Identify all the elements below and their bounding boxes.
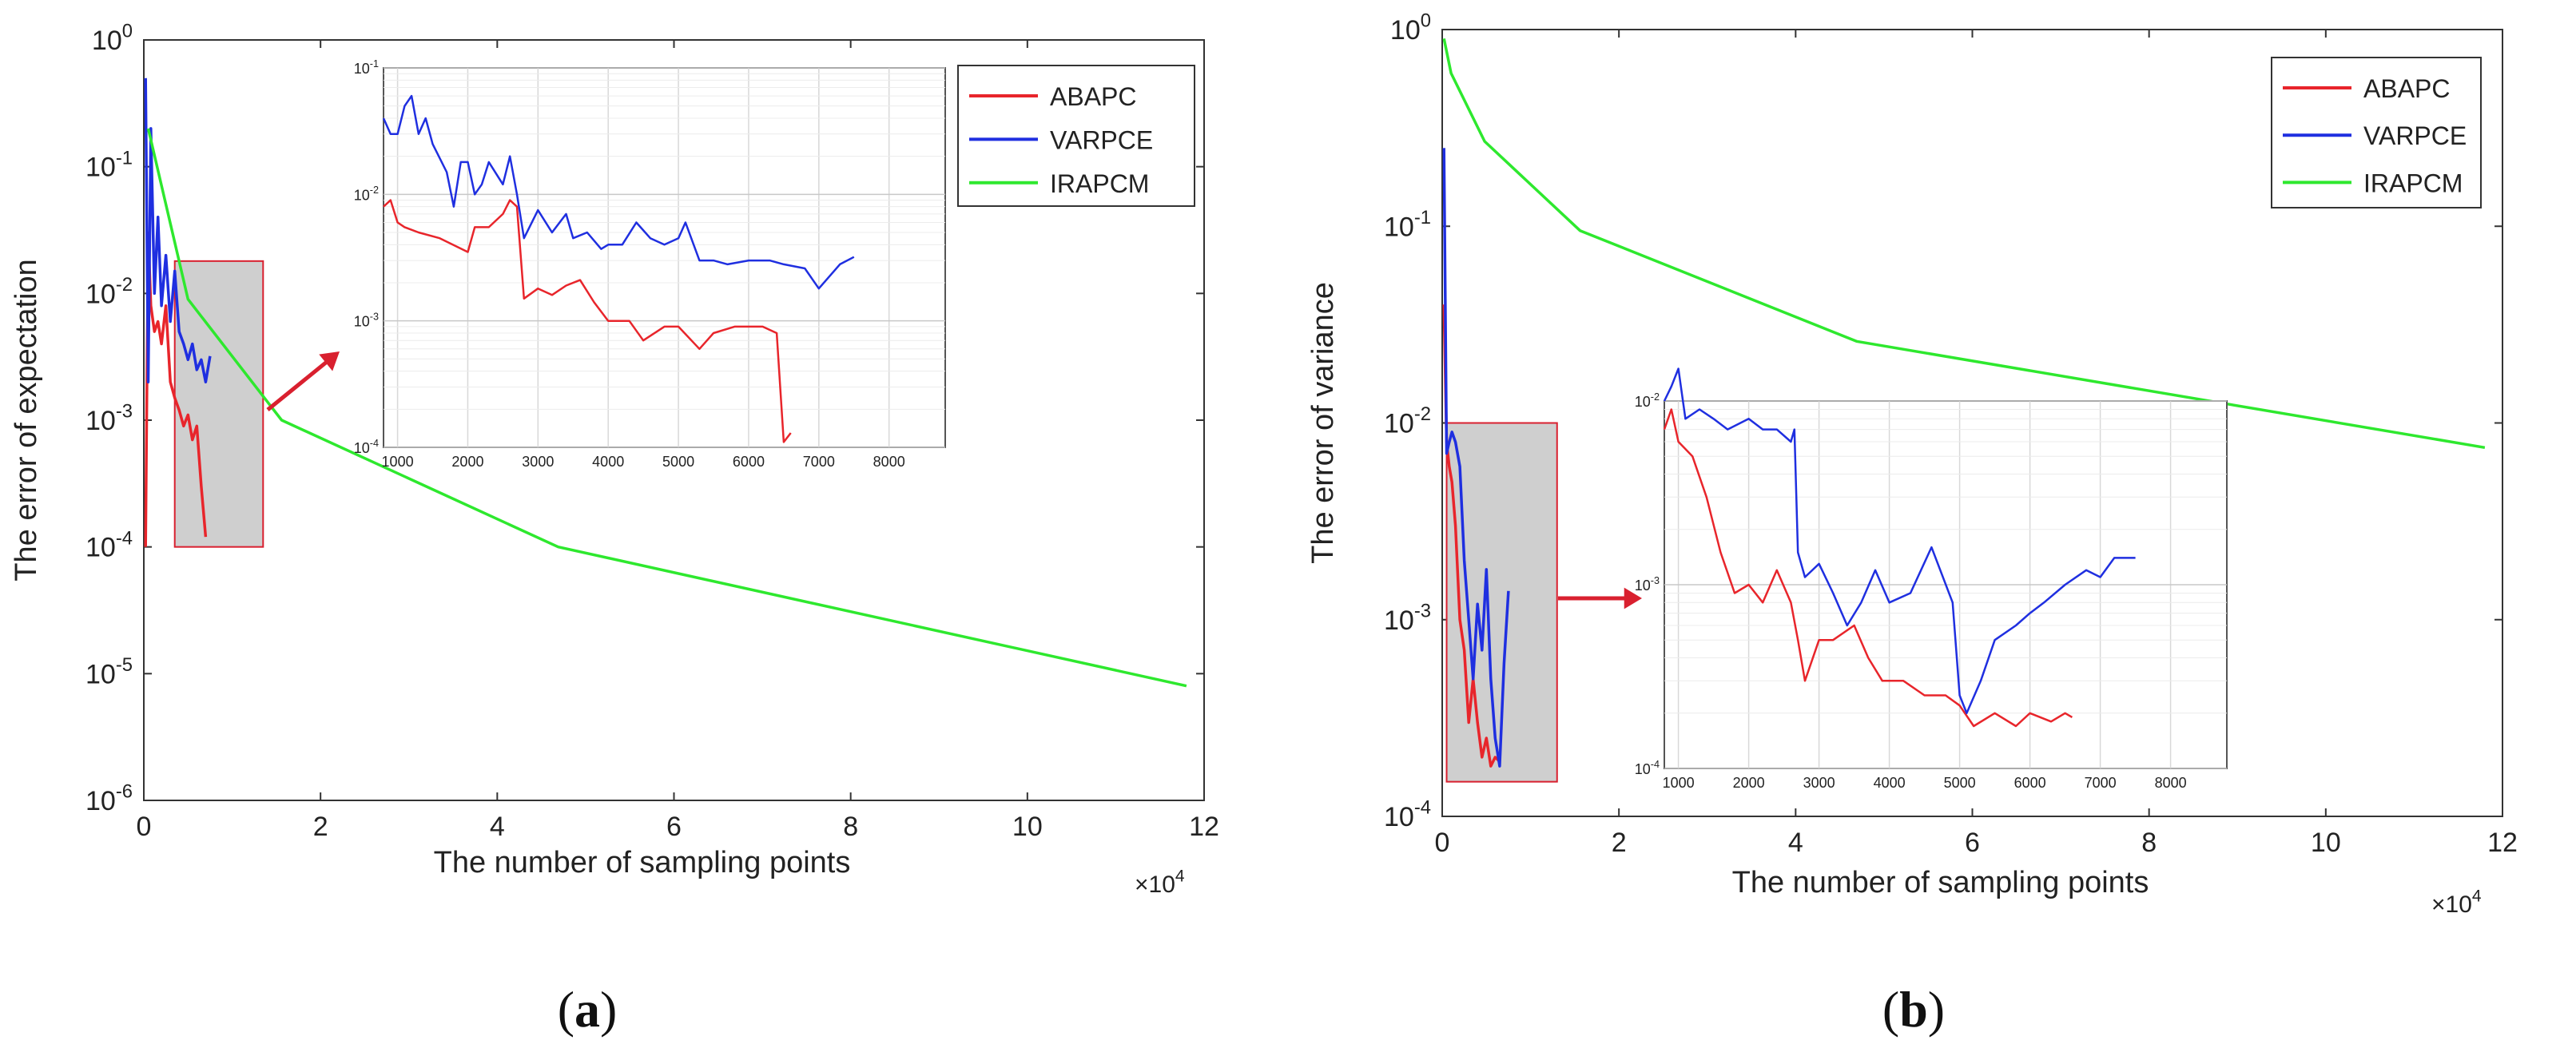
inset-b: 1000 2000 3000 4000 5000 6000 7000 8000 10-2 10-3… bbox=[1635, 367, 2228, 791]
series-irapcm-a bbox=[146, 128, 1187, 688]
inset-x-tick-label-b: 2000 bbox=[1733, 775, 1765, 791]
x-tick-label-a: 2 bbox=[313, 812, 328, 842]
inset-y-tick-label-a: 10-4 bbox=[354, 438, 379, 456]
zoom-region-a bbox=[173, 260, 264, 548]
y-tick-label-a: 10-2 bbox=[85, 274, 133, 309]
series-varpce-b bbox=[1442, 148, 1510, 768]
inset-x-tick-label-a: 4000 bbox=[592, 454, 624, 470]
zoom-arrow-a bbox=[266, 359, 330, 411]
legend-label-irapcm-b: IRAPCM bbox=[2363, 169, 2463, 197]
caption-b: (b) bbox=[1882, 981, 1945, 1038]
inset-x-tick-label-a: 8000 bbox=[873, 454, 905, 470]
x-tick-label-a: 10 bbox=[1012, 812, 1043, 842]
y-tick-label-b: 10-4 bbox=[1384, 797, 1431, 832]
inset-y-tick-label-b: 10-2 bbox=[1635, 391, 1660, 410]
x-tick-label-a: 8 bbox=[843, 812, 858, 842]
inset-series-varpce-a bbox=[382, 94, 855, 290]
x-multiplier-a: ×104 bbox=[1135, 867, 1185, 899]
inset-x-tick-label-b: 5000 bbox=[1944, 775, 1976, 791]
x-tick-label-a: 4 bbox=[490, 812, 505, 842]
y-tick-label-b: 100 bbox=[1390, 10, 1431, 46]
y-tick-label-b: 10-2 bbox=[1384, 403, 1431, 439]
inset-series-varpce-b bbox=[1663, 367, 2136, 715]
legend-a: ABAPC VARPCE IRAPCM bbox=[957, 65, 1195, 207]
x-tick-label-b: 2 bbox=[1612, 828, 1627, 858]
inset-x-tick-label-a: 3000 bbox=[522, 454, 554, 470]
x-axis-label-a: The number of sampling points bbox=[434, 846, 851, 879]
y-tick-label-b: 10-1 bbox=[1384, 207, 1431, 242]
inset-x-tick-label-b: 3000 bbox=[1803, 775, 1835, 791]
legend-label-abapc-a: ABAPC bbox=[1050, 82, 1136, 111]
legend-label-abapc-b: ABAPC bbox=[2363, 74, 2450, 103]
legend-b: ABAPC VARPCE IRAPCM bbox=[2271, 57, 2482, 208]
series-abapc-b bbox=[1442, 304, 1501, 768]
y-tick-label-b: 10-3 bbox=[1384, 600, 1431, 635]
x-tick-label-b: 10 bbox=[2311, 828, 2341, 858]
x-tick-label-b: 4 bbox=[1788, 828, 1803, 858]
y-tick-label-a: 10-1 bbox=[85, 147, 133, 182]
series-irapcm-b bbox=[1442, 38, 2486, 450]
x-multiplier-b: ×104 bbox=[2431, 887, 2482, 919]
inset-y-tick-label-a: 10-3 bbox=[354, 312, 379, 330]
y-tick-label-a: 10-5 bbox=[85, 654, 133, 689]
inset-x-tick-label-a: 1000 bbox=[382, 454, 414, 470]
inset-y-tick-label-b: 10-3 bbox=[1635, 575, 1660, 594]
series-abapc-a bbox=[144, 231, 208, 547]
caption-a: (a) bbox=[558, 981, 618, 1038]
y-axis-label-a: The error of expectation bbox=[10, 259, 43, 581]
x-tick-label-a: 12 bbox=[1189, 812, 1219, 842]
inset-x-tick-label-b: 4000 bbox=[1874, 775, 1906, 791]
y-tick-label-a: 10-4 bbox=[85, 527, 133, 562]
x-tick-label-a: 0 bbox=[137, 812, 152, 842]
legend-label-varpce-a: VARPCE bbox=[1050, 125, 1153, 154]
y-tick-label-a: 10-3 bbox=[85, 401, 133, 436]
panel-b: 0 2 4 6 8 10 12 100 10-1 10-2 10-3 10-4 The number o… bbox=[1306, 10, 2518, 1038]
inset-series-abapc-b bbox=[1663, 408, 2073, 728]
y-tick-label-a: 10-6 bbox=[85, 781, 133, 816]
inset-x-tick-label-b: 7000 bbox=[2085, 775, 2117, 791]
inset-x-tick-label-a: 2000 bbox=[451, 454, 483, 470]
zoom-arrowhead-a bbox=[319, 351, 340, 371]
x-tick-label-a: 6 bbox=[666, 812, 682, 842]
legend-label-varpce-b: VARPCE bbox=[2363, 121, 2467, 150]
panel-a: 0 2 4 6 8 10 12 100 10-1 10-2 10-3 10-4 10-5 10-6 The … bbox=[10, 21, 1219, 1038]
inset-series-abapc-a bbox=[383, 199, 792, 443]
inset-a: 1000 2000 3000 4000 5000 6000 7000 8000 10-1 10-2… bbox=[354, 58, 946, 470]
inset-y-tick-label-b: 10-4 bbox=[1635, 759, 1660, 777]
inset-x-tick-label-b: 6000 bbox=[2014, 775, 2046, 791]
x-tick-label-b: 12 bbox=[2487, 828, 2518, 858]
y-axis-label-b: The error of variance bbox=[1306, 282, 1340, 564]
inset-x-tick-label-b: 8000 bbox=[2155, 775, 2187, 791]
x-axis-label-b: The number of sampling points bbox=[1732, 866, 2149, 899]
y-tick-label-a: 100 bbox=[92, 21, 133, 56]
legend-label-irapcm-a: IRAPCM bbox=[1050, 169, 1149, 198]
inset-x-tick-label-a: 6000 bbox=[733, 454, 765, 470]
zoom-arrowhead-b bbox=[1624, 587, 1642, 609]
x-tick-label-b: 0 bbox=[1435, 828, 1450, 858]
inset-x-tick-label-a: 5000 bbox=[662, 454, 694, 470]
x-tick-label-b: 6 bbox=[1965, 828, 1980, 858]
inset-x-tick-label-b: 1000 bbox=[1663, 775, 1695, 791]
inset-y-tick-label-a: 10-2 bbox=[354, 185, 379, 203]
inset-x-tick-label-a: 7000 bbox=[803, 454, 835, 470]
inset-y-tick-label-a: 10-1 bbox=[354, 58, 379, 77]
x-tick-label-b: 8 bbox=[2141, 828, 2157, 858]
series-varpce-a bbox=[144, 77, 212, 383]
